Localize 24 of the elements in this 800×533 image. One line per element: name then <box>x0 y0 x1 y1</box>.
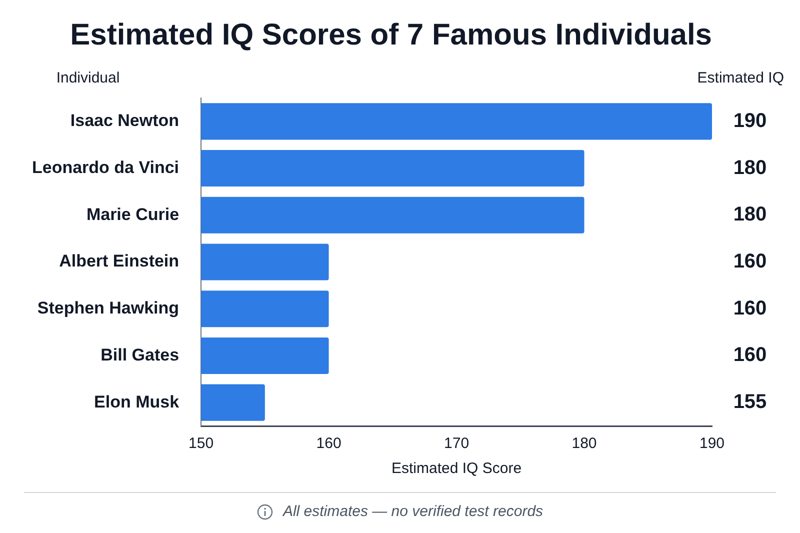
y-tick-label: Elon Musk <box>94 392 180 412</box>
y-axis-title: Individual <box>56 70 120 87</box>
y-tick-label: Albert Einstein <box>59 252 180 271</box>
y-tick-label: Stephen Hawking <box>37 298 180 318</box>
data-label: 190 <box>733 110 767 132</box>
x-axis-title: Estimated IQ Score <box>391 460 522 478</box>
x-tick-label: 150 <box>188 435 214 452</box>
data-label: 180 <box>733 204 767 226</box>
text: All estimates — no verified test records <box>282 503 544 520</box>
text: Estimated IQ <box>697 70 784 87</box>
y-tick-label: Isaac Newton <box>70 111 180 130</box>
data-label: 160 <box>733 344 767 366</box>
chart-title: Estimated IQ Scores of 7 Famous Individuals <box>70 18 712 52</box>
data-label: 160 <box>733 250 767 273</box>
x-tick-label: 190 <box>699 435 725 452</box>
x-tick-label: 180 <box>572 435 597 452</box>
y-tick-label: Leonardo da Vinci <box>32 158 180 177</box>
x-tick-label: 170 <box>444 435 470 452</box>
data-label: 155 <box>733 391 767 414</box>
data-label: 180 <box>733 156 767 179</box>
data-label: 160 <box>733 297 767 320</box>
y-tick-label: Marie Curie <box>86 204 180 224</box>
x-tick-label: 160 <box>316 435 342 452</box>
y-tick-label: Bill Gates <box>100 345 180 364</box>
